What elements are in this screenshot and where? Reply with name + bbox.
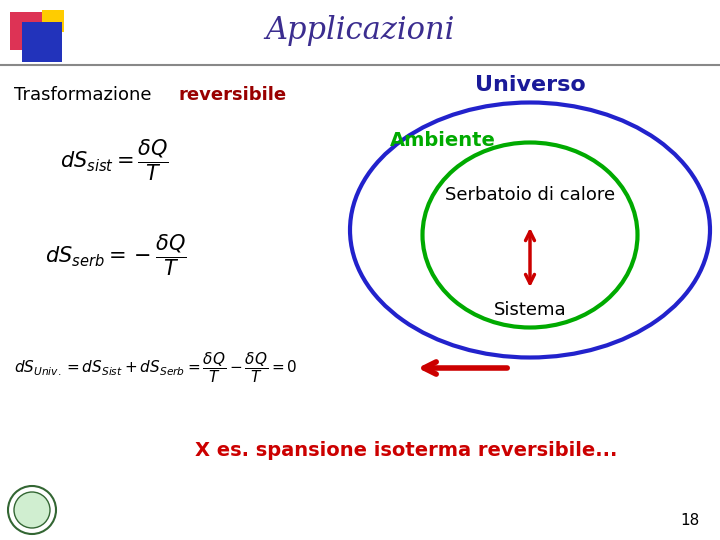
Text: Trasformazione: Trasformazione: [14, 86, 157, 104]
Text: Applicazioni: Applicazioni: [265, 15, 455, 45]
Text: Serbatoio di calore: Serbatoio di calore: [445, 186, 615, 204]
Circle shape: [14, 492, 50, 528]
Text: Ambiente: Ambiente: [390, 131, 496, 150]
Text: 18: 18: [680, 513, 700, 528]
Text: reversibile: reversibile: [178, 86, 286, 104]
Text: Sistema: Sistema: [494, 301, 567, 319]
Bar: [42, 10, 64, 32]
Text: $dS_{sist} = \dfrac{\delta Q}{T}$: $dS_{sist} = \dfrac{\delta Q}{T}$: [60, 137, 169, 183]
Bar: [10, 12, 48, 50]
Text: Universo: Universo: [474, 75, 585, 95]
Text: $dS_{serb} = -\dfrac{\delta Q}{T}$: $dS_{serb} = -\dfrac{\delta Q}{T}$: [45, 232, 186, 278]
Text: $dS_{Univ.} = dS_{Sist} + dS_{Serb} = \dfrac{\delta Q}{T} - \dfrac{\delta Q}{T} : $dS_{Univ.} = dS_{Sist} + dS_{Serb} = \d…: [14, 350, 297, 386]
Text: X es. spansione isoterma reversibile...: X es. spansione isoterma reversibile...: [195, 441, 617, 460]
Bar: [22, 22, 62, 62]
